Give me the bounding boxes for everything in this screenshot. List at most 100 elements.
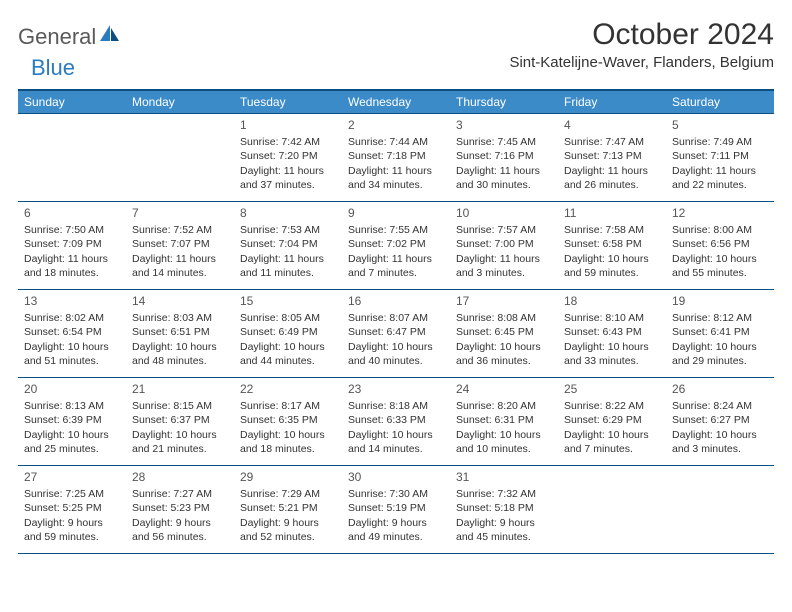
day-number: 17 <box>456 293 552 309</box>
daylight-text: Daylight: 11 hours and 14 minutes. <box>132 252 228 280</box>
sunrise-text: Sunrise: 8:05 AM <box>240 311 336 325</box>
daylight-text: Daylight: 10 hours and 10 minutes. <box>456 428 552 456</box>
daylight-text: Daylight: 10 hours and 3 minutes. <box>672 428 768 456</box>
daylight-text: Daylight: 9 hours and 52 minutes. <box>240 516 336 544</box>
sunset-text: Sunset: 7:16 PM <box>456 149 552 163</box>
sunset-text: Sunset: 5:18 PM <box>456 501 552 515</box>
day-number: 28 <box>132 469 228 485</box>
day-number: 27 <box>24 469 120 485</box>
day-number: 22 <box>240 381 336 397</box>
calendar-day-cell: 27Sunrise: 7:25 AMSunset: 5:25 PMDayligh… <box>18 466 126 554</box>
sunset-text: Sunset: 6:33 PM <box>348 413 444 427</box>
sunrise-text: Sunrise: 7:49 AM <box>672 135 768 149</box>
sunrise-text: Sunrise: 7:52 AM <box>132 223 228 237</box>
daylight-text: Daylight: 10 hours and 21 minutes. <box>132 428 228 456</box>
sunset-text: Sunset: 7:11 PM <box>672 149 768 163</box>
calendar-table: Sunday Monday Tuesday Wednesday Thursday… <box>18 89 774 554</box>
day-number: 8 <box>240 205 336 221</box>
daylight-text: Daylight: 9 hours and 56 minutes. <box>132 516 228 544</box>
logo-text-general: General <box>18 24 96 50</box>
logo-text-blue: Blue <box>31 55 75 80</box>
sunrise-text: Sunrise: 8:10 AM <box>564 311 660 325</box>
sunrise-text: Sunrise: 7:29 AM <box>240 487 336 501</box>
sunrise-text: Sunrise: 7:32 AM <box>456 487 552 501</box>
sunrise-text: Sunrise: 8:22 AM <box>564 399 660 413</box>
calendar-day-cell: 29Sunrise: 7:29 AMSunset: 5:21 PMDayligh… <box>234 466 342 554</box>
calendar-day-cell: 1Sunrise: 7:42 AMSunset: 7:20 PMDaylight… <box>234 114 342 202</box>
calendar-day-cell: 28Sunrise: 7:27 AMSunset: 5:23 PMDayligh… <box>126 466 234 554</box>
sunrise-text: Sunrise: 7:58 AM <box>564 223 660 237</box>
sunset-text: Sunset: 6:45 PM <box>456 325 552 339</box>
weekday-header: Monday <box>126 90 234 114</box>
sunset-text: Sunset: 6:31 PM <box>456 413 552 427</box>
daylight-text: Daylight: 11 hours and 34 minutes. <box>348 164 444 192</box>
calendar-week-row: 1Sunrise: 7:42 AMSunset: 7:20 PMDaylight… <box>18 114 774 202</box>
calendar-day-cell: 4Sunrise: 7:47 AMSunset: 7:13 PMDaylight… <box>558 114 666 202</box>
sunset-text: Sunset: 7:00 PM <box>456 237 552 251</box>
calendar-day-cell: 18Sunrise: 8:10 AMSunset: 6:43 PMDayligh… <box>558 290 666 378</box>
daylight-text: Daylight: 11 hours and 11 minutes. <box>240 252 336 280</box>
day-number: 30 <box>348 469 444 485</box>
daylight-text: Daylight: 10 hours and 25 minutes. <box>24 428 120 456</box>
day-number: 14 <box>132 293 228 309</box>
calendar-day-cell: 13Sunrise: 8:02 AMSunset: 6:54 PMDayligh… <box>18 290 126 378</box>
sunrise-text: Sunrise: 7:47 AM <box>564 135 660 149</box>
sunset-text: Sunset: 6:58 PM <box>564 237 660 251</box>
month-title: October 2024 <box>509 18 774 52</box>
calendar-day-cell: 12Sunrise: 8:00 AMSunset: 6:56 PMDayligh… <box>666 202 774 290</box>
sunset-text: Sunset: 6:29 PM <box>564 413 660 427</box>
daylight-text: Daylight: 10 hours and 44 minutes. <box>240 340 336 368</box>
daylight-text: Daylight: 10 hours and 36 minutes. <box>456 340 552 368</box>
calendar-day-cell: 3Sunrise: 7:45 AMSunset: 7:16 PMDaylight… <box>450 114 558 202</box>
calendar-week-row: 6Sunrise: 7:50 AMSunset: 7:09 PMDaylight… <box>18 202 774 290</box>
calendar-day-cell: 5Sunrise: 7:49 AMSunset: 7:11 PMDaylight… <box>666 114 774 202</box>
calendar-day-cell: 24Sunrise: 8:20 AMSunset: 6:31 PMDayligh… <box>450 378 558 466</box>
day-number: 16 <box>348 293 444 309</box>
sunset-text: Sunset: 5:21 PM <box>240 501 336 515</box>
calendar-day-cell <box>558 466 666 554</box>
day-number: 31 <box>456 469 552 485</box>
sunrise-text: Sunrise: 8:12 AM <box>672 311 768 325</box>
sunset-text: Sunset: 6:43 PM <box>564 325 660 339</box>
sunset-text: Sunset: 6:27 PM <box>672 413 768 427</box>
daylight-text: Daylight: 11 hours and 3 minutes. <box>456 252 552 280</box>
sunrise-text: Sunrise: 8:15 AM <box>132 399 228 413</box>
calendar-day-cell <box>666 466 774 554</box>
sunset-text: Sunset: 7:13 PM <box>564 149 660 163</box>
sunrise-text: Sunrise: 8:03 AM <box>132 311 228 325</box>
sunset-text: Sunset: 5:23 PM <box>132 501 228 515</box>
sunrise-text: Sunrise: 8:24 AM <box>672 399 768 413</box>
sunset-text: Sunset: 6:51 PM <box>132 325 228 339</box>
calendar-day-cell: 14Sunrise: 8:03 AMSunset: 6:51 PMDayligh… <box>126 290 234 378</box>
calendar-day-cell: 22Sunrise: 8:17 AMSunset: 6:35 PMDayligh… <box>234 378 342 466</box>
calendar-day-cell: 8 Sunrise: 7:53 AMSunset: 7:04 PMDaylight… <box>234 202 342 290</box>
daylight-text: Daylight: 11 hours and 22 minutes. <box>672 164 768 192</box>
weekday-header-row: Sunday Monday Tuesday Wednesday Thursday… <box>18 90 774 114</box>
sunset-text: Sunset: 6:54 PM <box>24 325 120 339</box>
day-number: 20 <box>24 381 120 397</box>
sunset-text: Sunset: 6:35 PM <box>240 413 336 427</box>
day-number: 15 <box>240 293 336 309</box>
sunrise-text: Sunrise: 8:17 AM <box>240 399 336 413</box>
day-number: 3 <box>456 117 552 133</box>
sunset-text: Sunset: 7:04 PM <box>240 237 336 251</box>
sunset-text: Sunset: 6:37 PM <box>132 413 228 427</box>
day-number: 6 <box>24 205 120 221</box>
calendar-week-row: 27Sunrise: 7:25 AMSunset: 5:25 PMDayligh… <box>18 466 774 554</box>
daylight-text: Daylight: 9 hours and 59 minutes. <box>24 516 120 544</box>
daylight-text: Daylight: 9 hours and 45 minutes. <box>456 516 552 544</box>
day-number: 26 <box>672 381 768 397</box>
sunrise-text: Sunrise: 7:45 AM <box>456 135 552 149</box>
sunset-text: Sunset: 6:39 PM <box>24 413 120 427</box>
sunrise-text: Sunrise: 7:53 AM <box>240 223 336 237</box>
daylight-text: Daylight: 10 hours and 59 minutes. <box>564 252 660 280</box>
sunset-text: Sunset: 7:07 PM <box>132 237 228 251</box>
calendar-day-cell <box>18 114 126 202</box>
sunset-text: Sunset: 6:41 PM <box>672 325 768 339</box>
sunset-text: Sunset: 5:25 PM <box>24 501 120 515</box>
calendar-day-cell: 7Sunrise: 7:52 AMSunset: 7:07 PMDaylight… <box>126 202 234 290</box>
calendar-day-cell: 9Sunrise: 7:55 AMSunset: 7:02 PMDaylight… <box>342 202 450 290</box>
sunset-text: Sunset: 7:02 PM <box>348 237 444 251</box>
sunset-text: Sunset: 7:20 PM <box>240 149 336 163</box>
day-number: 4 <box>564 117 660 133</box>
